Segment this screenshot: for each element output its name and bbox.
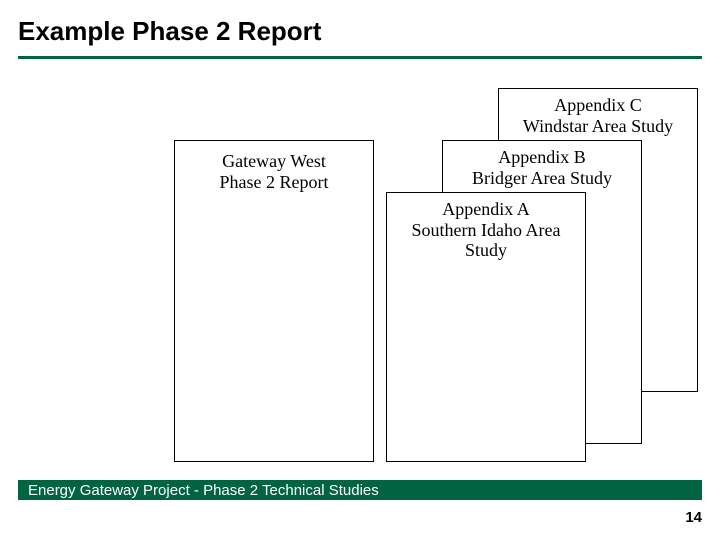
footer-bar: Energy Gateway Project - Phase 2 Technic… xyxy=(18,480,702,500)
title-underline xyxy=(18,56,702,59)
slide: Example Phase 2 Report Appendix CWindsta… xyxy=(0,0,720,540)
card-appendix-c-label: Appendix CWindstar Area Study xyxy=(499,89,697,136)
card-gateway-west: Gateway WestPhase 2 Report xyxy=(174,140,374,462)
page-title: Example Phase 2 Report xyxy=(18,16,321,47)
footer-text: Energy Gateway Project - Phase 2 Technic… xyxy=(28,482,379,499)
card-appendix-a: Appendix ASouthern Idaho AreaStudy xyxy=(386,192,586,462)
card-appendix-b-label: Appendix BBridger Area Study xyxy=(443,141,641,188)
page-number: 14 xyxy=(685,509,702,526)
card-appendix-a-label: Appendix ASouthern Idaho AreaStudy xyxy=(387,193,585,261)
card-gateway-west-label: Gateway WestPhase 2 Report xyxy=(175,141,373,192)
